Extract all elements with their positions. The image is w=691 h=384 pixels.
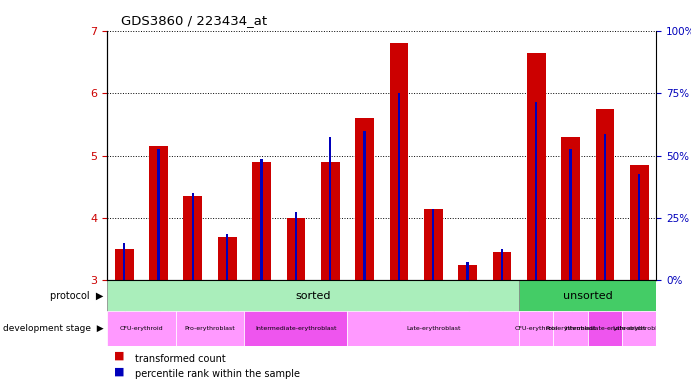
Bar (355, 118, 374, 280)
Text: ■: ■ (114, 366, 124, 376)
Text: Late-erythroblast: Late-erythroblast (612, 326, 667, 331)
Bar (295, 212, 297, 280)
Bar (158, 149, 160, 280)
Bar (493, 252, 511, 280)
Text: transformed count: transformed count (135, 354, 225, 364)
Text: Intermediate-erythroblast: Intermediate-erythroblast (564, 326, 645, 331)
Bar (535, 103, 538, 280)
Bar (245, 311, 348, 346)
Bar (519, 280, 656, 311)
Bar (501, 249, 503, 280)
Bar (226, 233, 229, 280)
Text: CFU-erythroid: CFU-erythroid (120, 326, 163, 331)
Bar (390, 43, 408, 280)
Bar (348, 311, 519, 346)
Text: GDS3860 / 223434_at: GDS3860 / 223434_at (121, 14, 267, 27)
Bar (424, 209, 443, 280)
Bar (218, 237, 237, 280)
Bar (363, 131, 366, 280)
Bar (432, 209, 435, 280)
Bar (123, 243, 126, 280)
Bar (107, 280, 519, 311)
Bar (176, 311, 245, 346)
Bar (466, 262, 468, 280)
Text: CFU-erythroid: CFU-erythroid (515, 326, 558, 331)
Bar (261, 159, 263, 280)
Bar (604, 134, 606, 280)
Text: percentile rank within the sample: percentile rank within the sample (135, 369, 300, 379)
Bar (630, 165, 649, 280)
Bar (107, 311, 176, 346)
Bar (149, 146, 168, 280)
Bar (527, 53, 546, 280)
Text: Pro-erythroblast: Pro-erythroblast (545, 326, 596, 331)
Bar (458, 265, 477, 280)
Bar (519, 311, 553, 346)
Text: unsorted: unsorted (563, 291, 613, 301)
Bar (191, 193, 194, 280)
Bar (329, 137, 332, 280)
Text: development stage  ▶: development stage ▶ (3, 324, 104, 333)
Bar (321, 162, 340, 280)
Text: Pro-erythroblast: Pro-erythroblast (184, 326, 236, 331)
Text: protocol  ▶: protocol ▶ (50, 291, 104, 301)
Bar (398, 93, 400, 280)
Bar (588, 311, 622, 346)
Bar (596, 109, 614, 280)
Bar (553, 311, 588, 346)
Bar (638, 174, 641, 280)
Bar (115, 249, 134, 280)
Text: Intermediate-erythroblast: Intermediate-erythroblast (255, 326, 337, 331)
Text: Late-erythroblast: Late-erythroblast (406, 326, 460, 331)
Bar (252, 162, 271, 280)
Bar (561, 137, 580, 280)
Text: sorted: sorted (295, 291, 331, 301)
Text: ■: ■ (114, 351, 124, 361)
Bar (184, 196, 202, 280)
Bar (287, 218, 305, 280)
Bar (622, 311, 656, 346)
Bar (569, 149, 572, 280)
Bar (107, 280, 656, 311)
